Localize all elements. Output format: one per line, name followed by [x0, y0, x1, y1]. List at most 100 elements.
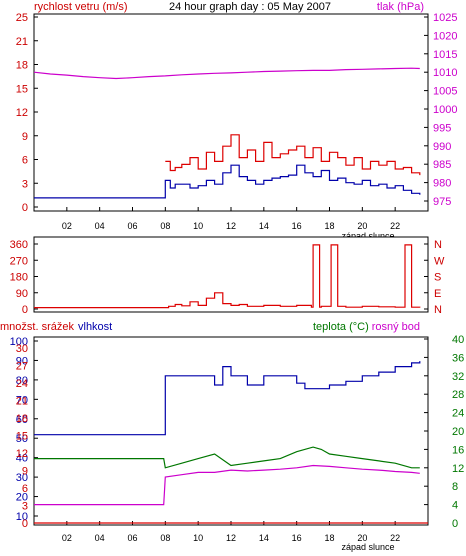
rain-axis-title: množst. srážek: [0, 321, 74, 333]
y-tick-label: 80: [16, 375, 28, 387]
x-tick-label: 10: [193, 533, 203, 543]
y-tick-label: 20: [16, 492, 28, 504]
y-tick-label: 60: [16, 414, 28, 426]
y-tick-label: 6: [22, 155, 28, 167]
rain-tick-label: 30: [16, 343, 28, 355]
y-tick-label: 28: [452, 389, 464, 401]
x-tick-label: 16: [292, 221, 302, 231]
x-tick-label: 18: [324, 221, 334, 231]
x-tick-label: 16: [292, 533, 302, 543]
panel-humidity-temp: [33, 336, 429, 526]
x-tick-label: 04: [95, 221, 105, 231]
direction-y-ticks: 0 90 180 270 360: [10, 239, 38, 316]
x-tick-label: 14: [259, 533, 269, 543]
panel-wind-pressure: [33, 13, 429, 212]
y-tick-label: 360: [10, 239, 28, 251]
y-tick-label: 21: [16, 36, 28, 48]
x-tick-label: 22: [390, 533, 400, 543]
y-tick-label: N: [434, 304, 442, 316]
rain-tick-label: 24: [16, 378, 28, 390]
panel-direction: [33, 236, 429, 313]
series-direction-line: [34, 244, 421, 309]
x-tick-label: 08: [160, 533, 170, 543]
temp-y-ticks: 0 4 8 12 16 20 24 28 32 36 40: [424, 334, 464, 530]
y-tick-label: 20: [452, 426, 464, 438]
series-teplota-line: [34, 446, 420, 469]
y-tick-label: E: [434, 288, 441, 300]
y-tick-label: 1015: [433, 49, 457, 61]
panel3-x-ticks: 02 04 06 08 10 12 14 16 18 20 22: [62, 521, 400, 543]
chart-title: 24 hour graph day : 05 May 2007: [169, 1, 331, 13]
y-tick-label: 1020: [433, 30, 457, 42]
humidity-axis-title: vlhkost: [78, 321, 112, 333]
y-tick-label: 8: [452, 481, 458, 493]
y-tick-label: 50: [16, 433, 28, 445]
dewpoint-axis-title: rosný bod: [372, 321, 420, 333]
sunset-note-1: západ slunce: [341, 231, 394, 241]
panel1-series: [33, 67, 421, 199]
rain-tick-label: 12: [16, 448, 28, 460]
x-tick-label: 02: [62, 533, 72, 543]
y-tick-label: 1010: [433, 67, 457, 79]
humidity-y-ticks: 10 20 30 40 50 60 70 80 90 100 0 3 6 9 12 15 18 21 24 27 30: [10, 336, 38, 530]
rain-tick-label: 18: [16, 413, 28, 425]
y-tick-label: 180: [10, 272, 28, 284]
x-tick-label: 22: [390, 221, 400, 231]
rain-tick-label: 21: [16, 396, 28, 408]
series-gust-line: [165, 134, 421, 176]
x-tick-label: 18: [324, 533, 334, 543]
y-tick-label: 995: [433, 122, 451, 134]
rain-tick-label: 0: [22, 518, 28, 530]
x-tick-label: 14: [259, 221, 269, 231]
y-tick-label: 10: [16, 511, 28, 523]
y-tick-label: 4: [452, 500, 458, 512]
y-tick-label: S: [434, 272, 441, 284]
series-wind-line: [34, 164, 421, 199]
sunset-note-3: západ slunce: [341, 542, 394, 552]
y-tick-label: W: [434, 255, 445, 267]
y-tick-label: 980: [433, 178, 451, 190]
y-tick-label: 270: [10, 255, 28, 267]
y-tick-label: 3: [22, 178, 28, 190]
x-tick-label: 04: [95, 533, 105, 543]
x-tick-label: 10: [193, 221, 203, 231]
x-tick-label: 06: [127, 221, 137, 231]
rain-tick-label: 9: [22, 466, 28, 478]
rain-tick-label: 6: [22, 483, 28, 495]
rain-tick-label: 27: [16, 361, 28, 373]
y-tick-label: 24: [452, 408, 464, 420]
y-tick-label: 9: [22, 131, 28, 143]
pressure-axis-title: tlak (hPa): [377, 1, 424, 13]
wind-y-ticks: 0 3 6 9 12 15 18 21 25: [16, 12, 38, 214]
y-tick-label: 100: [10, 336, 28, 348]
wind-axis-title: rychlost vetru (m/s): [34, 1, 128, 13]
y-tick-label: 1025: [433, 12, 457, 24]
series-pressure-line: [33, 67, 420, 80]
y-tick-label: 975: [433, 196, 451, 208]
y-tick-label: 0: [22, 304, 28, 316]
y-tick-label: 15: [16, 83, 28, 95]
y-tick-label: 90: [16, 355, 28, 367]
panel2-series: [34, 244, 421, 309]
x-tick-label: 12: [226, 533, 236, 543]
y-tick-label: 25: [16, 12, 28, 24]
rain-tick-label: 15: [16, 431, 28, 443]
x-tick-label: 20: [357, 221, 367, 231]
panel1-x-ticks: 02 04 06 08 10 12 14 16 18 20 22: [62, 207, 400, 231]
y-tick-label: 30: [16, 472, 28, 484]
x-tick-label: 02: [62, 221, 72, 231]
y-tick-label: 1005: [433, 86, 457, 98]
y-tick-label: 0: [22, 202, 28, 214]
y-tick-label: 985: [433, 159, 451, 171]
series-vlhkost-line: [34, 361, 421, 436]
panel3-series: [34, 361, 428, 524]
y-tick-label: 18: [16, 60, 28, 72]
y-tick-label: N: [434, 239, 442, 251]
y-tick-label: 0: [452, 518, 458, 530]
y-tick-label: 90: [16, 288, 28, 300]
y-tick-label: 40: [452, 334, 464, 346]
y-tick-label: 12: [452, 463, 464, 475]
y-tick-label: 1000: [433, 104, 457, 116]
y-tick-label: 36: [452, 352, 464, 364]
